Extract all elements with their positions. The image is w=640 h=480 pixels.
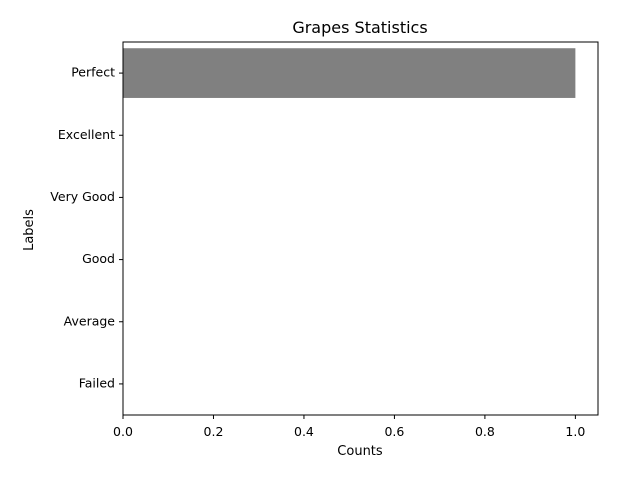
- x-tick-label: 0.6: [384, 424, 404, 439]
- y-axis: Perfect Excellent Very Good Good Average Fail…: [50, 65, 123, 390]
- y-tick-label: Average: [64, 313, 116, 328]
- y-tick-label: Failed: [79, 375, 115, 390]
- x-axis: 0.0 0.2 0.4 0.6 0.8 1.0: [113, 415, 585, 439]
- x-tick-label: 0.2: [204, 424, 224, 439]
- plot-frame: [122, 41, 599, 416]
- y-tick-label: Very Good: [50, 189, 115, 204]
- x-tick-label: 0.8: [475, 424, 495, 439]
- y-tick-label: Good: [82, 251, 115, 266]
- x-tick-label: 0.4: [294, 424, 314, 439]
- y-tick-label: Excellent: [58, 127, 115, 142]
- x-axis-label: Counts: [337, 444, 383, 459]
- bar-perfect: [123, 48, 576, 98]
- chart-title: Grapes Statistics: [292, 18, 427, 37]
- x-tick-label: 0.0: [113, 424, 133, 439]
- bars-layer: [123, 48, 576, 98]
- y-tick-label: Perfect: [71, 65, 115, 80]
- y-axis-label: Labels: [22, 209, 37, 251]
- x-tick-label: 1.0: [565, 424, 585, 439]
